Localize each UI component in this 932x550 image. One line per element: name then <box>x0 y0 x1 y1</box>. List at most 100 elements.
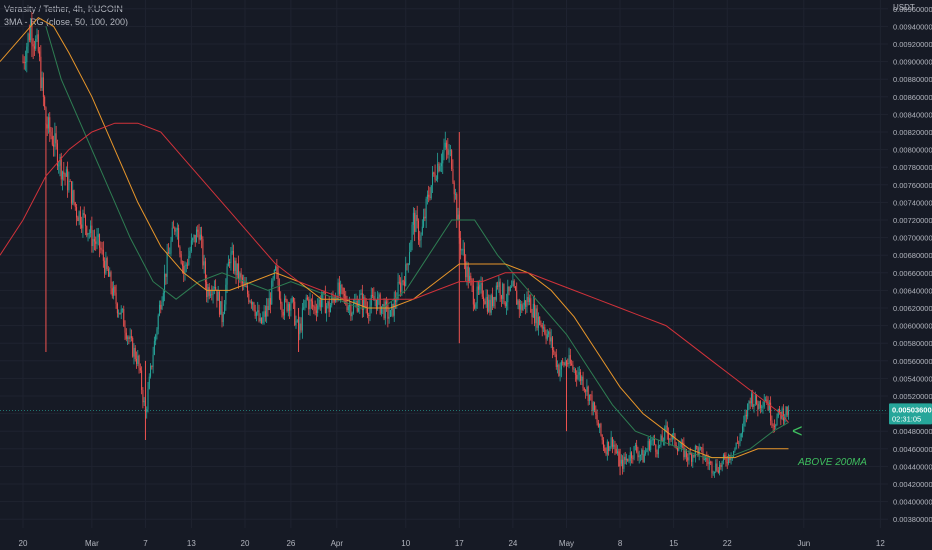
candle-body <box>323 292 325 293</box>
candle-body <box>449 150 451 152</box>
candle-body <box>685 449 687 458</box>
candle-body <box>676 447 678 451</box>
y-tick-label: 0.00780000 <box>893 163 932 172</box>
candle-body <box>531 312 533 318</box>
y-tick-label: 0.00560000 <box>893 357 932 366</box>
candle-body <box>45 107 47 125</box>
candle-body <box>400 282 402 292</box>
candle-body <box>86 226 88 236</box>
candle-body <box>592 402 594 411</box>
candle-body <box>525 300 527 307</box>
candle-body <box>536 308 538 328</box>
candle-body <box>317 305 319 313</box>
candle-body <box>253 302 255 310</box>
candle-body <box>767 401 769 411</box>
candle-body <box>208 287 210 296</box>
candle-body <box>222 314 224 323</box>
candle-body <box>248 293 250 302</box>
candle-body <box>167 252 169 254</box>
indicator-title[interactable]: 3MA - RG (close, 50, 100, 200) <box>4 17 129 27</box>
candle-body <box>315 310 317 313</box>
candle-body <box>412 212 414 225</box>
candle-body <box>341 284 343 288</box>
candle-body <box>739 437 741 444</box>
candle-body <box>139 368 141 371</box>
candle-body <box>197 229 199 232</box>
candle-body <box>402 280 404 282</box>
candle-body <box>282 312 284 316</box>
y-tick-label: 0.00900000 <box>893 58 932 67</box>
candle-body <box>582 376 584 389</box>
y-tick-label: 0.00660000 <box>893 269 932 278</box>
candle-body <box>417 220 419 240</box>
candle-body <box>158 304 160 316</box>
candle-body <box>513 280 515 287</box>
y-tick-label: 0.00520000 <box>893 392 932 401</box>
last-price-countdown: 02:31:05 <box>892 414 921 423</box>
candle-body <box>153 341 155 355</box>
candle-body <box>722 455 724 462</box>
candle-body <box>92 239 94 247</box>
candle-body <box>397 281 399 300</box>
candle-body <box>692 455 694 462</box>
candle-body <box>143 400 145 403</box>
candle-body <box>682 442 684 444</box>
candle-body <box>318 299 320 306</box>
candle-body <box>545 333 547 339</box>
candle-body <box>697 446 699 455</box>
candle-body <box>132 337 134 357</box>
candle-body <box>32 44 34 47</box>
candle-body <box>483 296 485 302</box>
candle-body <box>224 304 226 315</box>
candle-body <box>170 240 172 254</box>
candle-body <box>728 455 730 464</box>
candle-body <box>388 316 390 319</box>
candle-body <box>451 150 453 170</box>
y-tick-label: 0.00600000 <box>893 322 932 331</box>
candle-body <box>366 308 368 316</box>
candle-body <box>386 301 388 305</box>
candle-body <box>44 96 46 108</box>
candle-body <box>527 296 529 303</box>
candle-body <box>395 298 397 303</box>
candle-body <box>780 411 782 419</box>
candle-body <box>278 285 280 299</box>
candle-body <box>707 460 709 465</box>
candle-body <box>757 404 759 410</box>
candle-body <box>349 304 351 307</box>
candle-body <box>558 364 560 376</box>
candle-body <box>218 291 220 315</box>
candle-body <box>240 273 242 278</box>
candle-body <box>734 448 736 451</box>
candle-body <box>364 297 366 306</box>
candle-body <box>51 136 53 145</box>
candle-body <box>53 144 55 147</box>
candle-body <box>470 275 472 280</box>
candle-body <box>352 303 354 313</box>
candle-body <box>179 246 181 255</box>
candle-body <box>438 163 440 172</box>
candle-body <box>138 355 140 369</box>
candle-body <box>766 399 768 402</box>
candle-body <box>401 280 403 292</box>
candle-body <box>620 459 622 464</box>
candle-body <box>521 303 523 311</box>
candle-body <box>637 451 639 458</box>
candle-body <box>377 296 379 310</box>
candle-body <box>267 306 269 311</box>
candle-body <box>95 241 97 244</box>
candle-body <box>152 354 154 367</box>
candle-body <box>273 269 275 279</box>
candle-body <box>762 406 764 408</box>
candle-body <box>230 252 232 264</box>
candle-body <box>765 399 767 401</box>
candle-body <box>785 406 787 417</box>
y-tick-label: 0.00720000 <box>893 216 932 225</box>
candle-body <box>740 433 742 438</box>
candle-body <box>295 321 297 326</box>
y-tick-label: 0.00440000 <box>893 462 932 471</box>
candle-body <box>193 234 195 239</box>
candle-body <box>646 449 648 452</box>
candle-body <box>485 297 487 305</box>
